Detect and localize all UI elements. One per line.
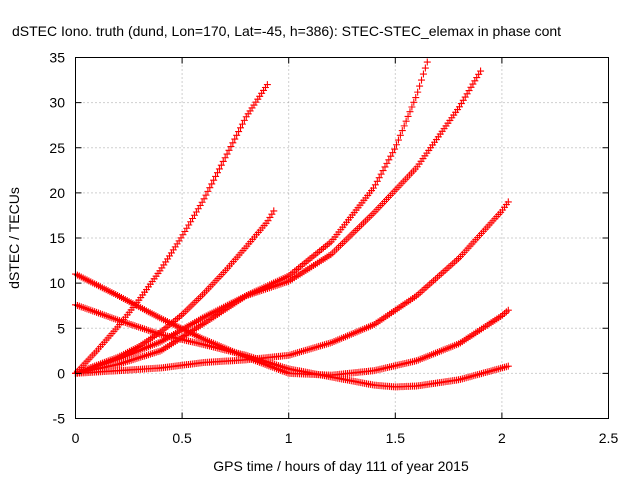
data-point-marker bbox=[404, 112, 412, 120]
data-point-marker bbox=[206, 184, 214, 192]
x-tick-label: 2 bbox=[498, 430, 506, 446]
x-tick-label: 0.5 bbox=[172, 430, 192, 446]
data-point-marker bbox=[504, 198, 512, 206]
data-point-marker bbox=[377, 170, 385, 178]
data-point-marker bbox=[227, 143, 235, 151]
data-point-marker bbox=[400, 122, 408, 130]
x-tick-label: 1 bbox=[285, 430, 293, 446]
data-point-marker bbox=[219, 157, 227, 165]
data-point-marker bbox=[381, 163, 389, 171]
x-tick-label: 2.5 bbox=[599, 430, 619, 446]
y-tick-label: 35 bbox=[49, 50, 65, 66]
data-point-marker bbox=[237, 124, 245, 132]
data-point-marker bbox=[412, 94, 420, 102]
chart-title: dSTEC Iono. truth (dund, Lon=170, Lat=-4… bbox=[12, 23, 561, 39]
y-tick-label: 5 bbox=[57, 320, 65, 336]
data-point-marker bbox=[270, 207, 278, 215]
data-point-marker bbox=[223, 150, 231, 158]
data-point-marker bbox=[371, 181, 379, 189]
data-point-marker bbox=[423, 58, 431, 66]
data-point-marker bbox=[238, 120, 246, 128]
tick-layer bbox=[75, 57, 609, 419]
y-tick-label: -5 bbox=[53, 411, 66, 427]
data-point-marker bbox=[202, 191, 210, 199]
data-point-marker bbox=[402, 117, 410, 125]
data-point-marker bbox=[419, 70, 427, 78]
data-point-marker bbox=[410, 98, 418, 106]
data-point-marker bbox=[421, 64, 429, 72]
data-layer bbox=[72, 58, 512, 391]
data-point-marker bbox=[210, 176, 218, 184]
data-point-marker bbox=[373, 177, 381, 185]
data-point-marker bbox=[233, 131, 241, 139]
data-point-marker bbox=[229, 139, 237, 147]
data-point-marker bbox=[394, 136, 402, 144]
data-point-marker bbox=[217, 161, 225, 169]
data-point-marker bbox=[263, 81, 271, 89]
data-point-marker bbox=[212, 172, 220, 180]
y-tick-label: 30 bbox=[49, 95, 65, 111]
y-tick-label: 0 bbox=[57, 365, 65, 381]
y-tick-label: 20 bbox=[49, 185, 65, 201]
y-tick-label: 15 bbox=[49, 230, 65, 246]
data-point-marker bbox=[406, 108, 414, 116]
data-point-marker bbox=[391, 145, 399, 153]
data-point-marker bbox=[504, 306, 512, 314]
data-series bbox=[72, 67, 485, 377]
data-point-marker bbox=[393, 141, 401, 149]
grid-layer bbox=[75, 57, 609, 419]
data-series bbox=[72, 270, 512, 379]
data-point-marker bbox=[504, 362, 512, 370]
data-point-marker bbox=[225, 146, 233, 154]
data-point-marker bbox=[215, 165, 223, 173]
data-point-marker bbox=[477, 67, 485, 75]
y-axis-label: dSTEC / TECUs bbox=[6, 187, 22, 289]
data-point-marker bbox=[396, 131, 404, 139]
data-series bbox=[72, 198, 512, 377]
data-series bbox=[72, 301, 512, 391]
data-point-marker bbox=[379, 167, 387, 175]
data-point-marker bbox=[383, 159, 391, 167]
data-point-marker bbox=[375, 174, 383, 182]
data-point-marker bbox=[231, 135, 239, 143]
data-point-marker bbox=[387, 152, 395, 160]
y-tick-label: 25 bbox=[49, 140, 65, 156]
data-point-marker bbox=[221, 154, 229, 162]
data-point-marker bbox=[204, 187, 212, 195]
x-axis-label: GPS time / hours of day 111 of year 2015 bbox=[213, 458, 469, 474]
data-point-marker bbox=[235, 128, 243, 136]
data-point-marker bbox=[416, 82, 424, 90]
data-point-marker bbox=[200, 195, 208, 203]
data-point-marker bbox=[418, 76, 426, 84]
data-point-marker bbox=[408, 103, 416, 111]
tick-label-layer: 0 0.5 1 1.5 2 2.5 -5 0 5 10 15 20 25 30 35 bbox=[49, 50, 618, 447]
data-point-marker bbox=[385, 156, 393, 164]
x-tick-label: 0 bbox=[72, 430, 80, 446]
data-point-marker bbox=[240, 116, 248, 124]
data-point-marker bbox=[389, 149, 397, 157]
data-point-marker bbox=[414, 88, 422, 96]
data-point-marker bbox=[398, 127, 406, 135]
data-point-marker bbox=[213, 169, 221, 177]
data-point-marker bbox=[208, 180, 216, 188]
x-tick-label: 1.5 bbox=[386, 430, 406, 446]
y-tick-label: 10 bbox=[49, 275, 65, 291]
